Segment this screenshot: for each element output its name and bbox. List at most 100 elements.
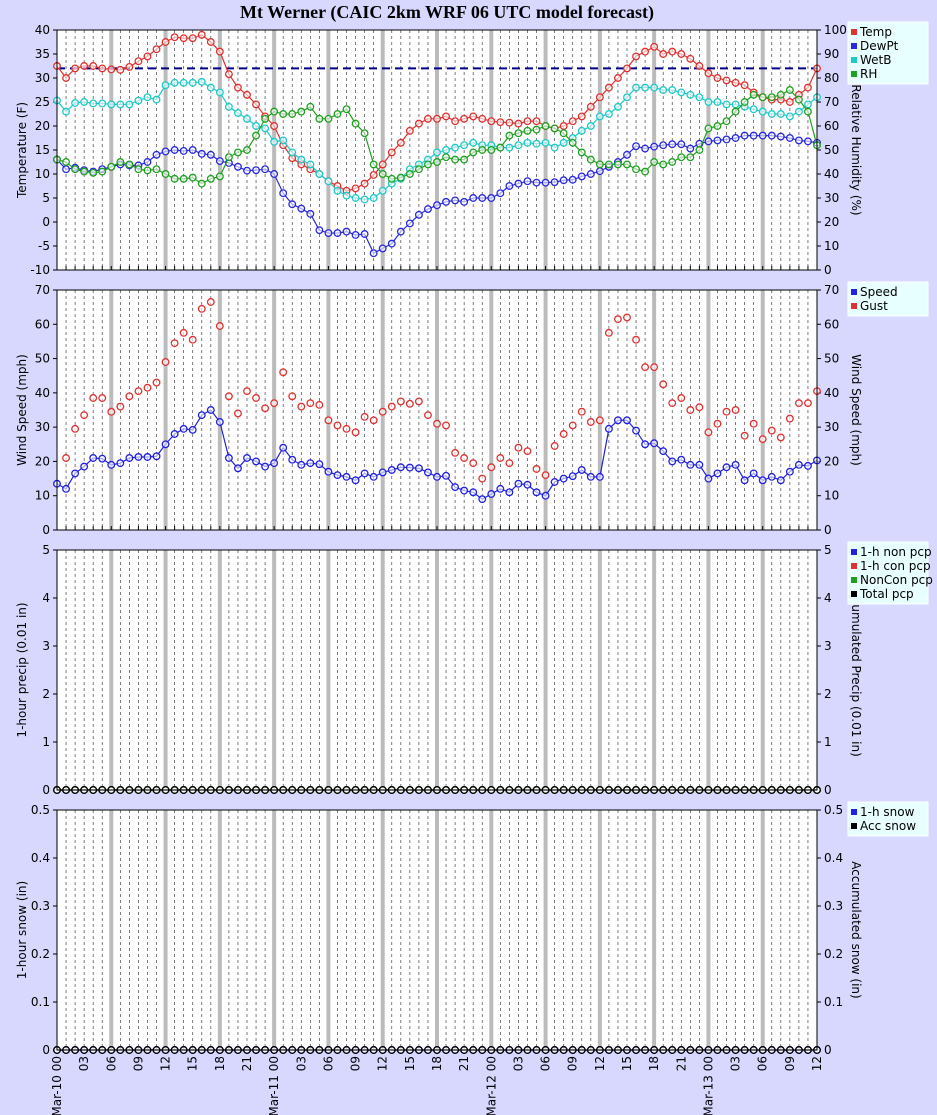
data-point (243, 387, 251, 396)
data-point (152, 452, 161, 461)
data-point (604, 328, 613, 337)
data-point (107, 460, 116, 469)
x-tick-label: 18 (213, 1056, 227, 1071)
data-point (378, 407, 387, 416)
data-point (288, 455, 297, 464)
data-point (451, 448, 460, 457)
data-point (98, 99, 107, 108)
y2-tick-label: 3 (824, 639, 832, 653)
data-point (659, 447, 668, 456)
data-point (252, 166, 260, 175)
y-tick-label: 0 (42, 783, 50, 797)
data-point (469, 112, 478, 121)
data-point (333, 471, 342, 480)
data-point (342, 472, 351, 481)
data-point (71, 64, 80, 73)
data-point (433, 201, 441, 210)
y2-tick-label: 4 (824, 591, 832, 605)
data-point (170, 339, 179, 348)
data-point (224, 153, 233, 162)
data-point (89, 99, 98, 108)
data-point (188, 34, 197, 43)
data-point (80, 98, 89, 106)
data-point (641, 47, 650, 56)
data-point (252, 394, 260, 402)
data-point (650, 142, 659, 151)
y2-tick-label: 80 (824, 71, 839, 85)
data-point (342, 424, 351, 433)
data-point (659, 86, 668, 94)
y2-tick-label: 50 (824, 352, 839, 366)
data-point (369, 249, 378, 258)
data-point (541, 122, 550, 130)
data-point (387, 148, 396, 157)
data-point (758, 131, 767, 140)
data-point (71, 469, 80, 478)
y-tick-label: 10 (35, 489, 50, 503)
y-tick-label: 2 (42, 687, 50, 701)
data-point (433, 148, 441, 157)
data-point (659, 380, 668, 389)
data-point (387, 466, 396, 474)
data-point (261, 114, 270, 123)
data-point (559, 138, 568, 147)
legend-label: NonCon pcp (860, 573, 933, 587)
data-point (713, 136, 722, 145)
data-point (234, 148, 242, 157)
data-point (206, 298, 215, 306)
y-tick-label: 5 (42, 191, 50, 205)
data-point (767, 93, 776, 102)
data-point (451, 155, 460, 164)
data-point (161, 358, 170, 366)
data-point (179, 328, 188, 337)
data-point (297, 204, 306, 213)
y-tick-label: 10 (35, 167, 50, 181)
data-point (505, 118, 514, 127)
data-point (677, 88, 686, 97)
data-point (749, 105, 758, 114)
data-point (586, 122, 595, 130)
y2-axis-label: Relative Humidity (%) (849, 84, 863, 215)
data-point (487, 490, 496, 498)
y2-tick-label: 40 (824, 167, 839, 181)
data-point (324, 177, 333, 186)
data-point (722, 407, 731, 416)
data-point (405, 126, 414, 135)
data-point (215, 88, 224, 97)
data-point (396, 138, 405, 147)
data-point (541, 178, 550, 187)
data-point (514, 179, 523, 188)
data-point (749, 131, 758, 140)
legend-swatch (851, 563, 857, 569)
data-point (514, 129, 523, 138)
y2-tick-label: 0 (824, 1043, 832, 1057)
data-point (550, 124, 559, 133)
legend-label: WetB (860, 53, 891, 67)
legend-swatch (851, 549, 857, 555)
plot-frame (56, 809, 818, 1051)
data-point (704, 69, 713, 78)
data-point (306, 399, 315, 408)
data-point (632, 52, 640, 61)
data-point (405, 463, 414, 472)
y-tick-label: 4 (42, 591, 50, 605)
data-point (279, 189, 288, 198)
data-point (333, 186, 342, 195)
data-point (767, 472, 776, 481)
x-tick-label: 03 (729, 1056, 743, 1071)
data-point (152, 165, 161, 174)
plot-frame (56, 549, 818, 791)
data-point (424, 160, 432, 169)
y2-tick-label: 2 (824, 687, 832, 701)
data-point (722, 135, 731, 144)
legend-box (847, 21, 929, 85)
y2-tick-label: 5 (824, 543, 832, 557)
data-point (623, 150, 631, 159)
data-point (107, 100, 116, 109)
data-point (442, 421, 450, 430)
data-point (188, 78, 197, 87)
data-point (360, 179, 369, 188)
data-point (532, 139, 541, 148)
plot-frame (56, 29, 818, 271)
data-point (206, 38, 215, 46)
